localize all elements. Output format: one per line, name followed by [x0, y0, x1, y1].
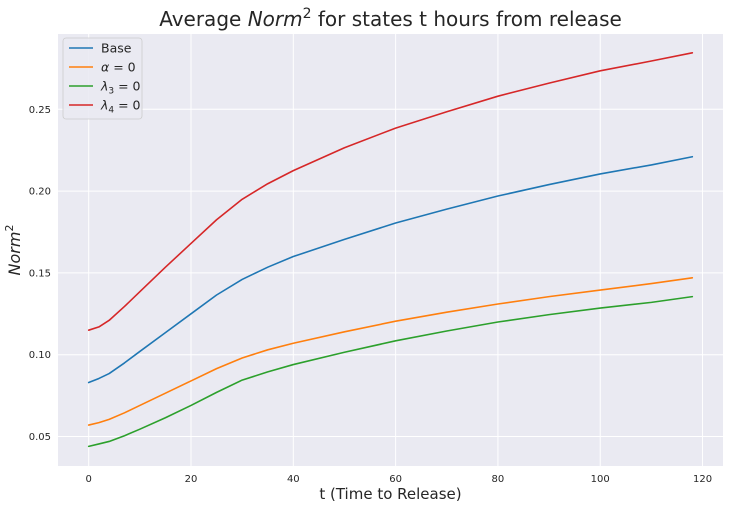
y-axis-label: Norm2: [3, 225, 24, 276]
y-gridlines: [58, 108, 723, 438]
y-label-math: Norm: [5, 232, 24, 276]
series-line-3: [87, 52, 694, 331]
x-tick-label: 100: [591, 474, 610, 485]
x-tick-label: 120: [693, 474, 712, 485]
title-prefix: Average: [159, 7, 248, 31]
legend-label-2: λ3 = 0: [100, 79, 141, 97]
title-math: Norm: [248, 7, 303, 31]
x-tick-label: 20: [185, 474, 198, 485]
title-suffix: for states t hours from release: [312, 7, 622, 31]
x-tick-label: 40: [287, 474, 300, 485]
y-tick-label: 0.15: [29, 268, 51, 279]
y-label-superscript: 2: [3, 225, 16, 232]
legend: Base α = 0 λ3 = 0λ4 = 0: [62, 37, 143, 120]
plot-area: [58, 34, 723, 466]
y-tick-label: 0.25: [29, 105, 51, 116]
chart-title: Average Norm2 for states t hours from re…: [159, 6, 622, 31]
series-lines: [87, 52, 694, 448]
series-line-2: [87, 295, 694, 448]
x-tick-label: 80: [492, 474, 505, 485]
x-tick-labels: 0 20 40 60 80 100 120: [86, 474, 713, 485]
x-tick-label: 0: [86, 474, 92, 485]
legend-label-0: Base: [101, 41, 132, 56]
y-tick-label: 0.05: [29, 432, 51, 443]
series-line-0: [87, 155, 694, 384]
x-axis-label: t (Time to Release): [319, 485, 461, 503]
y-tick-label: 0.20: [29, 187, 51, 198]
legend-box: [62, 37, 143, 120]
legend-label-3: λ4 = 0: [100, 98, 141, 116]
series-line-1: [87, 277, 694, 426]
x-tick-label: 60: [389, 474, 402, 485]
y-tick-labels: 0.05 0.10 0.15 0.20 0.25: [29, 105, 51, 443]
x-gridlines: [88, 34, 704, 466]
title-superscript: 2: [303, 6, 312, 22]
y-tick-label: 0.10: [29, 350, 51, 361]
legend-label-1: α = 0: [101, 60, 136, 75]
